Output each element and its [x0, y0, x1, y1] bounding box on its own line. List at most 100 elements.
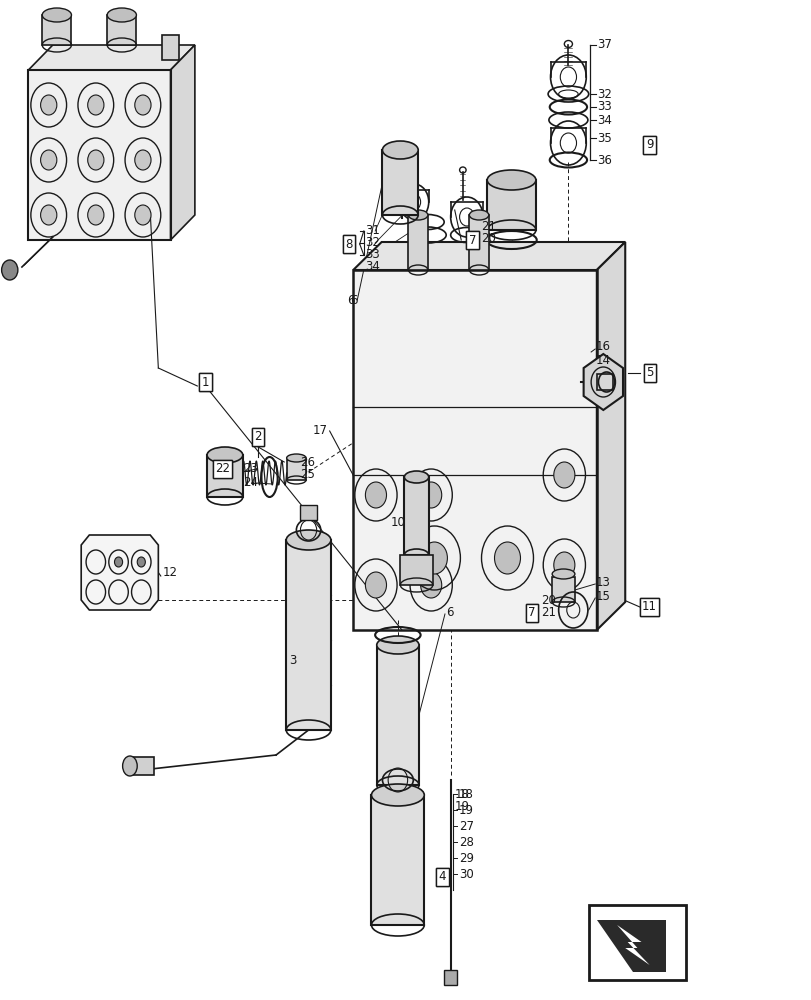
Text: 14: 14 — [595, 355, 610, 367]
Bar — [207, 455, 242, 497]
Text: 33: 33 — [365, 248, 380, 261]
Text: 11: 11 — [642, 600, 656, 613]
Circle shape — [88, 95, 104, 115]
Bar — [42, 15, 71, 45]
Circle shape — [41, 205, 57, 225]
Text: 6: 6 — [350, 294, 357, 306]
Circle shape — [88, 205, 104, 225]
Circle shape — [135, 95, 151, 115]
Bar — [596, 374, 612, 390]
Bar — [286, 460, 306, 480]
Text: 9: 9 — [645, 138, 653, 151]
Text: 23: 23 — [243, 462, 258, 476]
Text: 4: 4 — [438, 870, 446, 884]
Ellipse shape — [286, 530, 331, 550]
Text: 18: 18 — [454, 788, 469, 800]
Text: 31: 31 — [365, 225, 380, 237]
Bar — [28, 70, 170, 240]
Bar — [469, 215, 488, 270]
Text: 15: 15 — [595, 589, 610, 602]
Text: 7: 7 — [468, 233, 476, 246]
Circle shape — [2, 260, 18, 280]
Bar — [371, 795, 423, 925]
Bar — [376, 645, 418, 785]
Text: 7: 7 — [527, 606, 535, 619]
Ellipse shape — [404, 471, 428, 483]
Text: 28: 28 — [458, 836, 473, 848]
Text: 25: 25 — [300, 468, 315, 482]
Text: 30: 30 — [458, 867, 473, 880]
Text: 13: 13 — [595, 576, 610, 588]
Text: 20: 20 — [481, 232, 496, 245]
Ellipse shape — [408, 210, 427, 220]
Bar — [400, 555, 432, 585]
Bar — [300, 505, 316, 520]
Polygon shape — [353, 242, 624, 270]
Text: 35: 35 — [597, 131, 611, 144]
Ellipse shape — [376, 636, 418, 654]
Text: 26: 26 — [300, 456, 315, 470]
Polygon shape — [170, 45, 195, 240]
Text: 1: 1 — [201, 375, 209, 388]
Circle shape — [135, 205, 151, 225]
Circle shape — [114, 557, 122, 567]
Text: 8: 8 — [345, 237, 353, 250]
Circle shape — [421, 542, 447, 574]
Bar — [162, 35, 178, 60]
Text: 33: 33 — [597, 101, 611, 113]
Polygon shape — [616, 925, 649, 965]
Text: 11: 11 — [642, 600, 656, 613]
Text: 22: 22 — [215, 462, 230, 476]
Bar — [130, 757, 154, 775]
Text: 34: 34 — [597, 113, 611, 126]
Polygon shape — [583, 354, 622, 410]
Text: 19: 19 — [454, 800, 469, 814]
Text: 5: 5 — [645, 366, 653, 379]
Circle shape — [41, 95, 57, 115]
Ellipse shape — [469, 210, 488, 220]
Bar — [285, 540, 330, 730]
Text: 16: 16 — [595, 340, 610, 354]
Text: 21: 21 — [541, 606, 556, 619]
Circle shape — [135, 150, 151, 170]
Text: 3: 3 — [289, 654, 296, 666]
Circle shape — [553, 462, 574, 488]
Text: 12: 12 — [162, 566, 177, 580]
Text: 19: 19 — [458, 804, 473, 816]
Polygon shape — [28, 45, 195, 70]
Ellipse shape — [122, 756, 137, 776]
Text: 27: 27 — [458, 820, 473, 832]
Text: 32: 32 — [365, 236, 380, 249]
Bar — [28, 70, 170, 240]
Bar — [404, 477, 428, 555]
Text: 22: 22 — [215, 462, 230, 476]
Text: 32: 32 — [597, 88, 611, 101]
Ellipse shape — [382, 141, 418, 159]
Bar — [382, 150, 418, 215]
Text: 2: 2 — [254, 430, 262, 444]
Ellipse shape — [286, 454, 306, 462]
Bar — [107, 15, 136, 45]
Text: 20: 20 — [541, 593, 556, 606]
Bar — [588, 905, 685, 980]
Text: 29: 29 — [458, 852, 473, 864]
Polygon shape — [596, 920, 665, 972]
Text: 6: 6 — [347, 294, 354, 306]
Text: 18: 18 — [458, 788, 473, 800]
Bar — [487, 180, 535, 230]
Ellipse shape — [207, 447, 242, 463]
Ellipse shape — [371, 784, 423, 806]
Text: 4: 4 — [438, 870, 446, 884]
Text: 36: 36 — [597, 153, 611, 166]
Circle shape — [41, 150, 57, 170]
Text: 24: 24 — [243, 477, 258, 489]
Polygon shape — [596, 242, 624, 630]
Circle shape — [137, 557, 145, 567]
Circle shape — [494, 542, 520, 574]
Ellipse shape — [487, 170, 535, 190]
Text: 7: 7 — [527, 606, 535, 619]
Text: 17: 17 — [313, 424, 328, 438]
Bar — [353, 270, 596, 630]
Text: 2: 2 — [254, 430, 262, 444]
Circle shape — [420, 482, 441, 508]
